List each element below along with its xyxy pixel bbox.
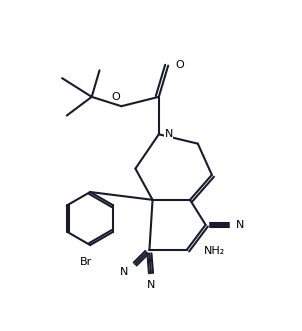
Text: N: N: [236, 220, 244, 230]
Text: O: O: [175, 60, 184, 70]
Text: N: N: [120, 267, 128, 277]
Text: N: N: [164, 129, 173, 139]
Text: Br: Br: [80, 257, 92, 267]
Text: NH₂: NH₂: [204, 246, 225, 256]
Text: O: O: [111, 92, 120, 102]
Text: N: N: [147, 280, 155, 290]
